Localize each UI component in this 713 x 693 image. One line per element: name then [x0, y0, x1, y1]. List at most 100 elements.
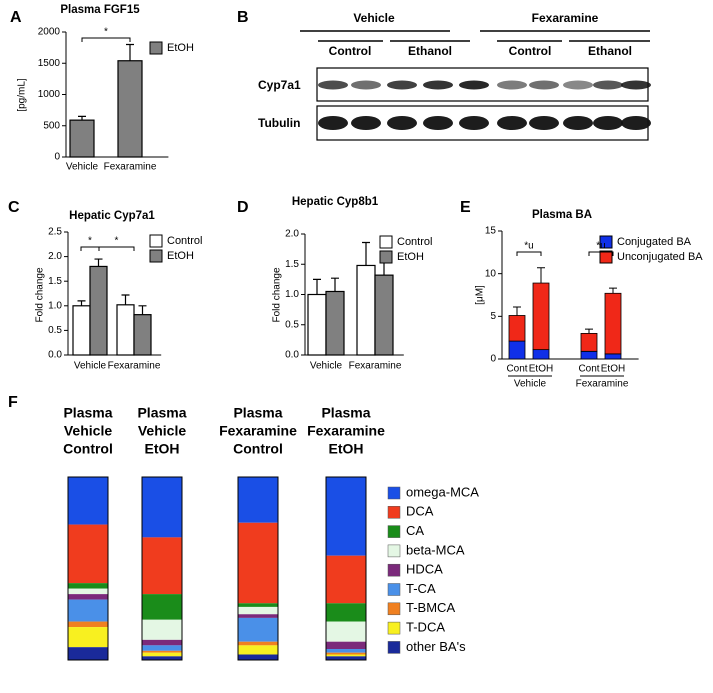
y-axis-label: [μM]: [475, 285, 486, 305]
blot-subgroup: Ethanol: [408, 44, 452, 58]
chart: Hepatic Cyp8b1 Fold change 0.0 0.5 1.0 1.5 2.0…: [272, 196, 433, 372]
y-tick-label: 1.5: [48, 276, 62, 287]
panel-label: F: [8, 394, 18, 411]
legend-label: omega-MCA: [406, 484, 479, 499]
bar-segment: [142, 656, 182, 660]
column-title: Vehicle: [64, 423, 112, 439]
blot-band: [621, 80, 651, 90]
bar-segment: [68, 588, 108, 595]
bar: [89, 265, 108, 356]
column-title: Plasma: [233, 405, 282, 421]
bar: [374, 274, 394, 356]
bar-segment: [68, 647, 108, 660]
column-title: Plasma: [321, 405, 370, 421]
y-axis-label: Fold change: [272, 267, 283, 322]
bar-segment: [326, 477, 366, 556]
significance-bracket: [80, 246, 100, 251]
significance-bracket: [98, 246, 135, 251]
x-tick-label: Vehicle: [66, 162, 99, 173]
error-bar: [331, 277, 339, 292]
blot-band: [318, 80, 348, 90]
bar-segment: [238, 606, 278, 615]
chart-title: Plasma FGF15: [60, 4, 140, 16]
bar-segment: [580, 332, 598, 352]
legend-swatch: [387, 486, 401, 500]
blot-band: [563, 116, 593, 130]
group-label: Fexaramine: [576, 379, 629, 390]
legend-label: DCA: [406, 504, 434, 519]
legend-label: Conjugated BA: [617, 236, 692, 248]
y-tick-label: 2.0: [48, 251, 62, 262]
blot-band: [387, 116, 417, 130]
column-frame: [325, 476, 367, 661]
bar: [307, 293, 327, 356]
bar-segment: [326, 654, 366, 657]
blot-row-label: Cyp7a1: [258, 78, 301, 92]
error-bar: [537, 267, 545, 284]
y-tick-label: 15: [485, 226, 497, 237]
error-bar: [513, 306, 521, 316]
x-tick-label: Cont: [506, 364, 527, 375]
blot-band: [351, 116, 381, 130]
bar-segment: [68, 594, 108, 600]
legend-label: beta-MCA: [406, 542, 465, 557]
y-tick-label: 2000: [38, 27, 61, 38]
bar-segment: [238, 645, 278, 655]
blot-row-label: Tubulin: [258, 116, 300, 130]
legend-label: T-BMCA: [406, 600, 455, 615]
bar-segment: [142, 477, 182, 538]
bar: [72, 305, 91, 356]
column-title: Plasma: [63, 405, 112, 421]
panel-label: D: [237, 199, 249, 216]
x-tick-label: Vehicle: [310, 361, 343, 372]
blot-band: [459, 80, 489, 90]
legend-swatch: [379, 250, 393, 264]
bar: [356, 264, 376, 356]
x-tick-label: EtOH: [601, 364, 625, 375]
bar-segment: [238, 654, 278, 660]
error-bar: [138, 305, 147, 315]
legend-swatch: [387, 583, 401, 596]
bar-segment: [238, 641, 278, 646]
column-frame: [141, 476, 183, 661]
significance-label: *u: [596, 241, 605, 252]
legend-label: EtOH: [397, 251, 424, 263]
error-bar: [609, 287, 617, 294]
bar-segment: [238, 617, 278, 642]
y-tick-label: 0.5: [285, 319, 299, 330]
bar-segment: [68, 627, 108, 648]
bar-segment: [326, 652, 366, 655]
blot-band: [318, 116, 348, 130]
legend-swatch: [149, 41, 163, 55]
legend-swatch: [387, 563, 401, 577]
bar-segment: [238, 614, 278, 618]
panel-label: C: [8, 199, 20, 216]
blot-subgroup: Ethanol: [588, 44, 632, 58]
error-bar: [362, 241, 370, 266]
significance-bracket: [588, 251, 614, 256]
x-tick-label: Vehicle: [74, 361, 107, 372]
legend-label: Unconjugated BA: [617, 251, 703, 263]
significance-label: *: [88, 236, 92, 247]
bar-segment: [238, 603, 278, 607]
legend-swatch: [387, 506, 401, 519]
column-title: EtOH: [329, 441, 364, 457]
y-tick-label: 10: [485, 268, 497, 279]
column-title: EtOH: [145, 441, 180, 457]
significance-bracket: [81, 37, 131, 42]
bar-segment: [326, 656, 366, 660]
legend-swatch: [149, 249, 163, 263]
bar: [116, 304, 135, 356]
western-blot: Vehicle Fexaramine Control Ethanol Contr…: [258, 11, 651, 141]
group-label: Vehicle: [514, 379, 547, 390]
legend-label: other BA's: [406, 639, 466, 654]
error-bar: [313, 278, 321, 295]
blot-band: [593, 80, 623, 90]
blot-band: [351, 80, 381, 90]
legend-label: Control: [167, 235, 202, 247]
y-axis-label: [pg/mL]: [17, 78, 28, 112]
y-tick-label: 0.0: [285, 350, 299, 361]
legend-swatch: [379, 235, 393, 249]
column-title: Vehicle: [138, 423, 186, 439]
